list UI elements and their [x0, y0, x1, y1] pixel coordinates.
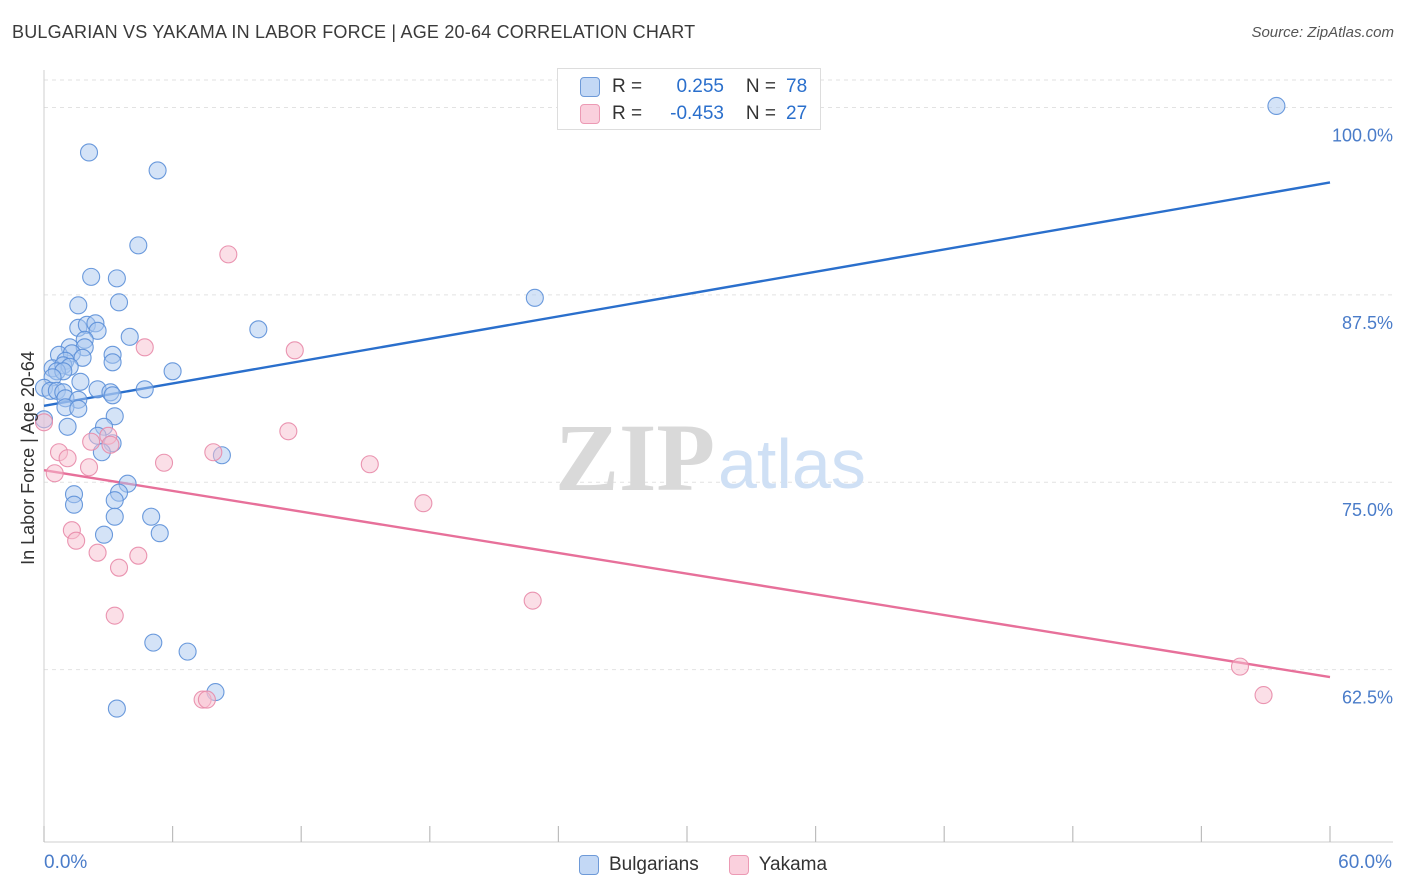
bulgarians-point-31 — [71, 372, 90, 391]
yakama-point-8 — [204, 443, 223, 462]
gridlines — [44, 79, 1393, 671]
watermark: ZIP atlas — [555, 404, 866, 511]
bulgarians-n-label: N = — [745, 76, 776, 97]
bulgarians-r-label: R = — [612, 76, 643, 97]
bulgarians-point-4 — [82, 267, 101, 286]
bulgarians-point-55 — [105, 491, 124, 510]
x-axis-min-label: 0.0% — [44, 852, 88, 873]
source-label: Source: ZipAtlas.com — [1251, 24, 1394, 41]
bulgarians-point-6 — [109, 293, 129, 312]
bulgarians-point-0 — [1267, 96, 1286, 116]
trend-lines — [43, 181, 1331, 679]
yakama-point-7 — [101, 435, 120, 454]
bulgarians-points — [34, 96, 1286, 718]
bulgarians-point-64 — [107, 699, 126, 718]
legend-bulgarians-swatch — [578, 855, 599, 875]
bulgarians-point-56 — [64, 495, 84, 514]
y-tick-label-0: 62.5% — [1342, 688, 1393, 708]
yakama-point-12 — [360, 455, 379, 474]
yakama-point-14 — [45, 464, 64, 483]
y-axis-label: In Labor Force | Age 20-64 — [18, 351, 38, 565]
yakama-n-value: 27 — [786, 103, 808, 124]
bulgarians-point-7 — [69, 296, 88, 315]
bulgarians-point-5 — [107, 269, 126, 288]
bulgarians-point-30 — [163, 362, 182, 381]
bulgarians-point-1 — [79, 143, 99, 162]
yakama-point-1 — [135, 338, 154, 357]
legend-item-bulgarians[interactable]: Bulgarians — [578, 854, 699, 876]
yakama-point-2 — [285, 341, 304, 360]
yakama-point-13 — [79, 458, 99, 477]
bulgarians-point-23 — [103, 353, 122, 372]
yakama-point-4 — [279, 422, 298, 441]
x-axis-max-label: 60.0% — [1338, 852, 1392, 873]
bulgarians-point-2 — [148, 161, 167, 180]
yakama-points — [34, 245, 1273, 709]
y-tick-label-1: 75.0% — [1342, 500, 1393, 520]
bulgarians-point-41 — [103, 386, 122, 405]
yakama-point-21 — [523, 591, 542, 610]
bulgarians-point-14 — [120, 327, 139, 346]
yakama-r-value: -0.453 — [670, 103, 724, 124]
yakama-point-26 — [197, 690, 216, 709]
yakama-swatch — [580, 104, 600, 124]
legend-item-yakama[interactable]: Yakama — [728, 854, 828, 876]
bulgarians-point-21 — [73, 348, 92, 367]
axes — [43, 70, 1393, 843]
bulgarians-point-62 — [178, 642, 197, 661]
yakama-point-10 — [58, 449, 77, 468]
bulgarians-point-13 — [88, 321, 107, 340]
yakama-point-17 — [67, 531, 86, 550]
yakama-point-0 — [219, 245, 238, 264]
yakama-point-24 — [1254, 686, 1273, 705]
bulgarians-r-value: 0.255 — [676, 76, 724, 97]
yakama-point-15 — [414, 494, 433, 513]
yakama-point-19 — [129, 546, 148, 565]
y-tick-label-3: 100.0% — [1332, 125, 1393, 145]
yakama-r-label: R = — [612, 103, 643, 124]
legend-yakama-label: Yakama — [758, 854, 828, 875]
bulgarians-point-8 — [525, 288, 544, 307]
legend-bulgarians-label: Bulgarians — [608, 854, 699, 875]
bottom-legend: Bulgarians Yakama — [0, 850, 1406, 880]
watermark-zip: ZIP — [555, 404, 715, 511]
bulgarians-point-9 — [249, 320, 268, 339]
bulgarians-point-38 — [135, 380, 154, 399]
yakama-point-20 — [109, 558, 129, 577]
stats-row-bulgarians: R = 0.255 N = 78 — [580, 74, 807, 100]
yakama-n-label: N = — [745, 103, 776, 124]
bulgarians-point-57 — [105, 507, 124, 526]
bulgarians-point-46 — [58, 417, 77, 436]
yakama-trend-line — [43, 469, 1331, 679]
legend-yakama-swatch — [728, 855, 749, 875]
bulgarians-point-61 — [144, 633, 163, 652]
stats-legend: R = 0.255 N = 78 R = -0.453 N = 27 — [557, 68, 821, 130]
y-tick-labels: 62.5% 75.0% 87.5% 100.0% — [1332, 125, 1393, 707]
yakama-point-11 — [154, 453, 174, 472]
chart-title: BULGARIAN VS YAKAMA IN LABOR FORCE | AGE… — [12, 22, 696, 42]
bulgarians-point-43 — [69, 399, 88, 418]
yakama-point-6 — [82, 432, 101, 451]
bulgarians-trend-line — [43, 181, 1331, 407]
bulgarians-point-60 — [94, 525, 114, 544]
yakama-point-18 — [88, 543, 107, 562]
bulgarians-swatch — [580, 77, 600, 97]
yakama-point-22 — [105, 606, 124, 625]
bulgarians-point-58 — [142, 507, 161, 526]
stats-row-yakama: R = -0.453 N = 27 — [580, 101, 807, 127]
bulgarians-point-59 — [150, 524, 169, 543]
bulgarians-n-value: 78 — [786, 76, 808, 97]
yakama-point-3 — [34, 413, 54, 432]
watermark-atlas: atlas — [718, 425, 866, 503]
y-tick-label-2: 87.5% — [1342, 313, 1393, 333]
yakama-point-23 — [1230, 657, 1250, 676]
bulgarians-point-3 — [129, 236, 148, 255]
